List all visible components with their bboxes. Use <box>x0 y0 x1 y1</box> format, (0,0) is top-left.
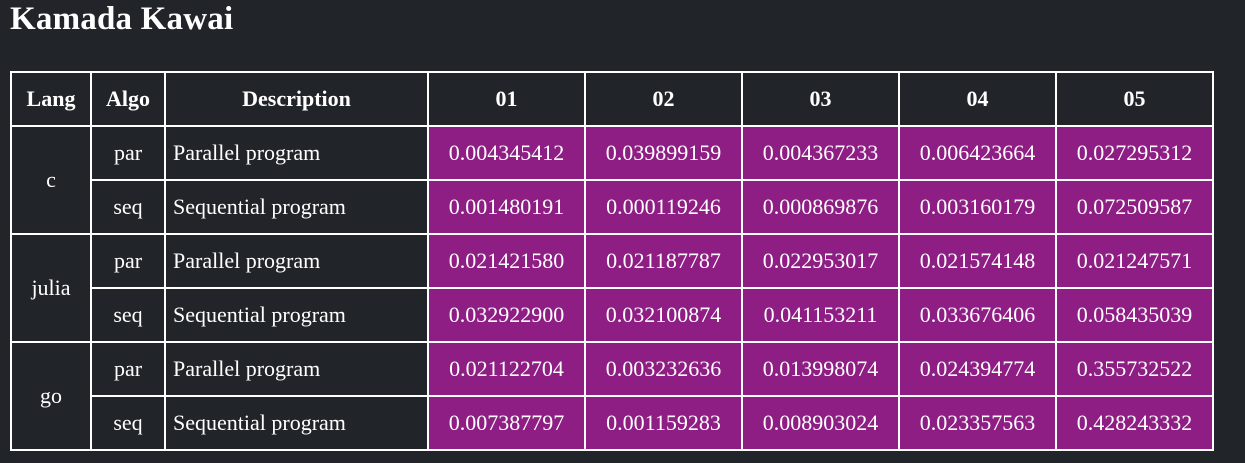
value-cell: 0.008903024 <box>741 395 900 451</box>
value-cell: 0.041153211 <box>741 287 900 343</box>
value-cell: 0.003160179 <box>898 179 1057 235</box>
page-title: Kamada Kawai <box>10 1 234 37</box>
value-cell: 0.024394774 <box>898 341 1057 397</box>
value-cell: 0.021247571 <box>1055 233 1214 289</box>
value-cell: 0.021122704 <box>427 341 586 397</box>
algo-cell: seq <box>90 179 166 235</box>
algo-cell: seq <box>90 287 166 343</box>
value-cell: 0.006423664 <box>898 125 1057 181</box>
description-cell: Sequential program <box>164 287 429 343</box>
value-cell: 0.000119246 <box>584 179 743 235</box>
header-02: 02 <box>584 71 743 127</box>
algo-cell: seq <box>90 395 166 451</box>
algo-cell: par <box>90 233 166 289</box>
header-lang: Lang <box>10 71 92 127</box>
value-cell: 0.022953017 <box>741 233 900 289</box>
header-description: Description <box>164 71 429 127</box>
algo-cell: par <box>90 341 166 397</box>
value-cell: 0.027295312 <box>1055 125 1214 181</box>
lang-cell: julia <box>10 233 92 343</box>
table-row: seq Sequential program 0.032922900 0.032… <box>11 287 1214 343</box>
value-cell: 0.032100874 <box>584 287 743 343</box>
value-cell: 0.000869876 <box>741 179 900 235</box>
lang-cell: go <box>10 341 92 451</box>
algo-cell: par <box>90 125 166 181</box>
header-row: Lang Algo Description 01 02 03 04 05 <box>10 71 1214 127</box>
value-cell: 0.072509587 <box>1055 179 1214 235</box>
lang-cell: c <box>10 125 92 235</box>
description-cell: Parallel program <box>164 233 429 289</box>
header-algo: Algo <box>90 71 166 127</box>
description-cell: Parallel program <box>164 125 429 181</box>
value-cell: 0.355732522 <box>1055 341 1214 397</box>
table-row: c par Parallel program 0.004345412 0.039… <box>10 125 1214 235</box>
value-cell: 0.039899159 <box>584 125 743 181</box>
value-cell: 0.013998074 <box>741 341 900 397</box>
value-cell: 0.021187787 <box>584 233 743 289</box>
results-table: Lang Algo Description 01 02 03 04 05 c p… <box>10 71 1214 451</box>
value-cell: 0.004367233 <box>741 125 900 181</box>
table-row: seq Sequential program 0.001480191 0.000… <box>11 179 1214 235</box>
value-cell: 0.021421580 <box>427 233 586 289</box>
header-01: 01 <box>427 71 586 127</box>
header-04: 04 <box>898 71 1057 127</box>
description-cell: Sequential program <box>164 395 429 451</box>
description-cell: Parallel program <box>164 341 429 397</box>
table-row: seq Sequential program 0.007387797 0.001… <box>11 395 1214 451</box>
value-cell: 0.001159283 <box>584 395 743 451</box>
description-cell: Sequential program <box>164 179 429 235</box>
header-03: 03 <box>741 71 900 127</box>
value-cell: 0.021574148 <box>898 233 1057 289</box>
value-cell: 0.032922900 <box>427 287 586 343</box>
value-cell: 0.004345412 <box>427 125 586 181</box>
table-row: julia par Parallel program 0.021421580 0… <box>10 233 1214 343</box>
value-cell: 0.033676406 <box>898 287 1057 343</box>
value-cell: 0.003232636 <box>584 341 743 397</box>
value-cell: 0.058435039 <box>1055 287 1214 343</box>
value-cell: 0.023357563 <box>898 395 1057 451</box>
value-cell: 0.007387797 <box>427 395 586 451</box>
table-row: go par Parallel program 0.021122704 0.00… <box>10 341 1214 451</box>
value-cell: 0.428243332 <box>1055 395 1214 451</box>
header-05: 05 <box>1055 71 1214 127</box>
value-cell: 0.001480191 <box>427 179 586 235</box>
